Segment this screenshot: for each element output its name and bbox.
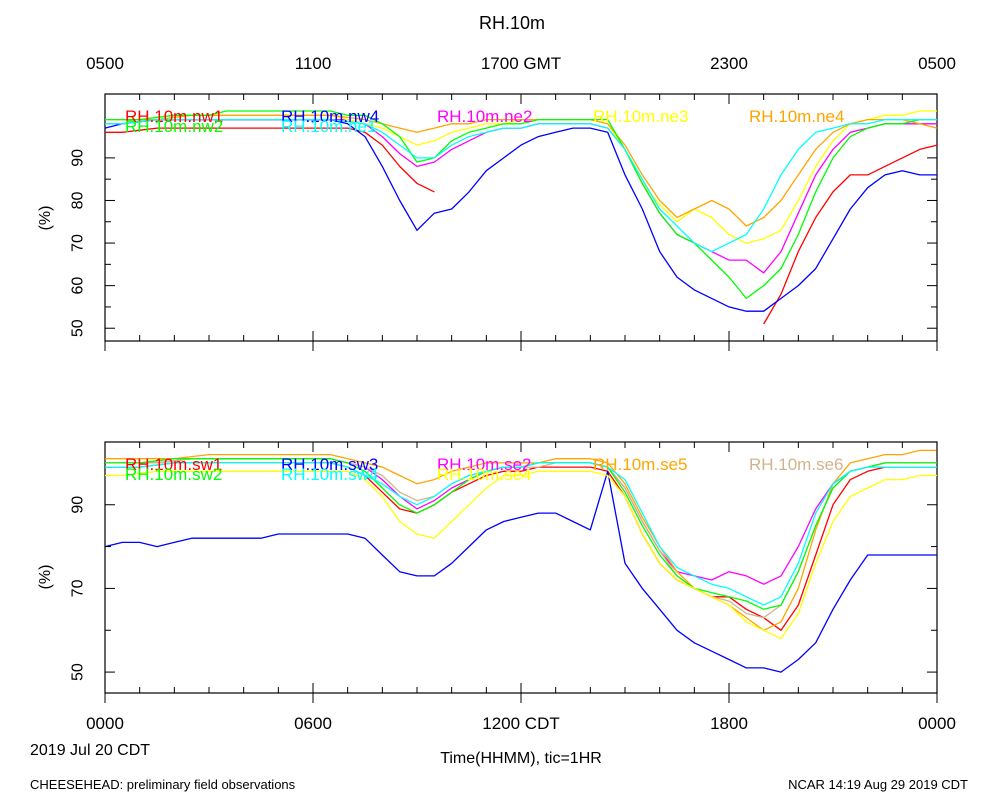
top-plot-frame: [104, 93, 938, 342]
top-time-label: 0500: [918, 54, 956, 73]
legend-entry: RH.10m.sw4: [281, 465, 378, 484]
bottom-time-label: 0000: [86, 714, 124, 733]
series-line-rh-10m-se5: [105, 449, 937, 631]
date-label: 2019 Jul 20 CDT: [30, 742, 150, 759]
y-tick-label: 70: [70, 579, 87, 597]
series-line-rh-10m-sw4: [105, 462, 937, 606]
series-line-rh-10m-nw4: [104, 118, 937, 312]
legend-entry: RH.10m.se2: [437, 455, 531, 474]
top-gmt-axis-labels: 0500 1100 1700 GMT 2300 0500: [86, 54, 956, 73]
legend-entry: RH.10m.sw1: [125, 455, 222, 474]
top-ylabel: (%): [37, 206, 54, 231]
footer-left: CHEESEHEAD: preliminary field observatio…: [30, 777, 296, 792]
series-line-rh-10m-ne2: [105, 118, 937, 274]
series-line-rh-10m-se4: [105, 470, 937, 640]
top-time-label: 1700 GMT: [481, 54, 561, 73]
legend-entry: RH.10m.nw1: [125, 107, 223, 126]
footer-right: NCAR 14:19 Aug 29 2019 CDT: [788, 777, 968, 792]
legend-entry: RH.10m.nw2: [125, 117, 223, 136]
legend-entry: RH.10m.se6: [749, 455, 843, 474]
y-tick-label: 90: [70, 149, 87, 167]
legend-entry: RH.10m.sw3: [281, 455, 378, 474]
bottom-cdt-axis-labels: 0000 0600 1200 CDT 1800 0000: [86, 714, 956, 733]
series-line-rh-10m-sw3: [104, 470, 937, 673]
legend-entry: RH.10m.ne1: [281, 117, 376, 136]
top-time-label: 2300: [710, 54, 748, 73]
legend-entry: RH.10m.ne2: [437, 107, 532, 126]
y-tick-label: 50: [70, 319, 87, 337]
series-line-rh-10m-ne4: [105, 114, 938, 227]
legend-entry: RH.10m.se4: [437, 465, 531, 484]
legend-entry: RH.10m.ne3: [593, 107, 688, 126]
y-tick-label: 90: [70, 496, 87, 514]
top-time-label: 0500: [86, 54, 124, 73]
bottom-ylabel: (%): [37, 565, 54, 590]
series-line-rh-10m-nw1: [105, 127, 938, 325]
y-tick-label: 80: [70, 191, 87, 209]
series-line-rh-10m-sw1: [105, 462, 937, 631]
legend-entry: RH.10m.se5: [593, 455, 687, 474]
bottom-time-label: 1200 CDT: [482, 714, 559, 733]
bottom-time-label: 1800: [710, 714, 748, 733]
series-line-rh-10m-nw2: [105, 110, 937, 300]
legend-entry: RH.10m.nw4: [281, 107, 379, 126]
bottom-time-label: 0600: [294, 714, 332, 733]
y-tick-label: 60: [70, 277, 87, 295]
bottom-time-label: 0000: [918, 714, 956, 733]
top-time-label: 1100: [295, 54, 332, 73]
chart-title: RH.10m: [479, 13, 545, 33]
xlabel: Time(HHMM), tic=1HR: [440, 750, 602, 767]
y-tick-label: 70: [70, 234, 87, 252]
series-line-rh-10m-ne1: [105, 118, 937, 253]
legend-entry: RH.10m.ne4: [749, 107, 844, 126]
y-tick-label: 50: [70, 663, 87, 681]
legend-entry: RH.10m.sw2: [125, 465, 222, 484]
